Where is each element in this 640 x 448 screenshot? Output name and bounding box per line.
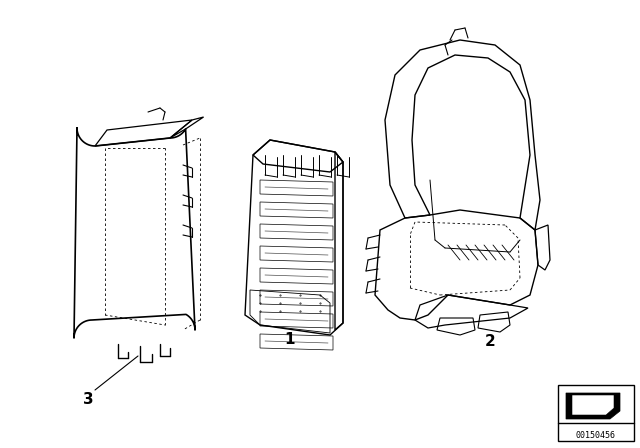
Polygon shape	[572, 395, 614, 415]
Text: 3: 3	[83, 392, 93, 408]
Polygon shape	[566, 393, 620, 419]
Text: 00150456: 00150456	[576, 431, 616, 439]
Text: 2: 2	[484, 335, 495, 349]
Text: 1: 1	[285, 332, 295, 348]
